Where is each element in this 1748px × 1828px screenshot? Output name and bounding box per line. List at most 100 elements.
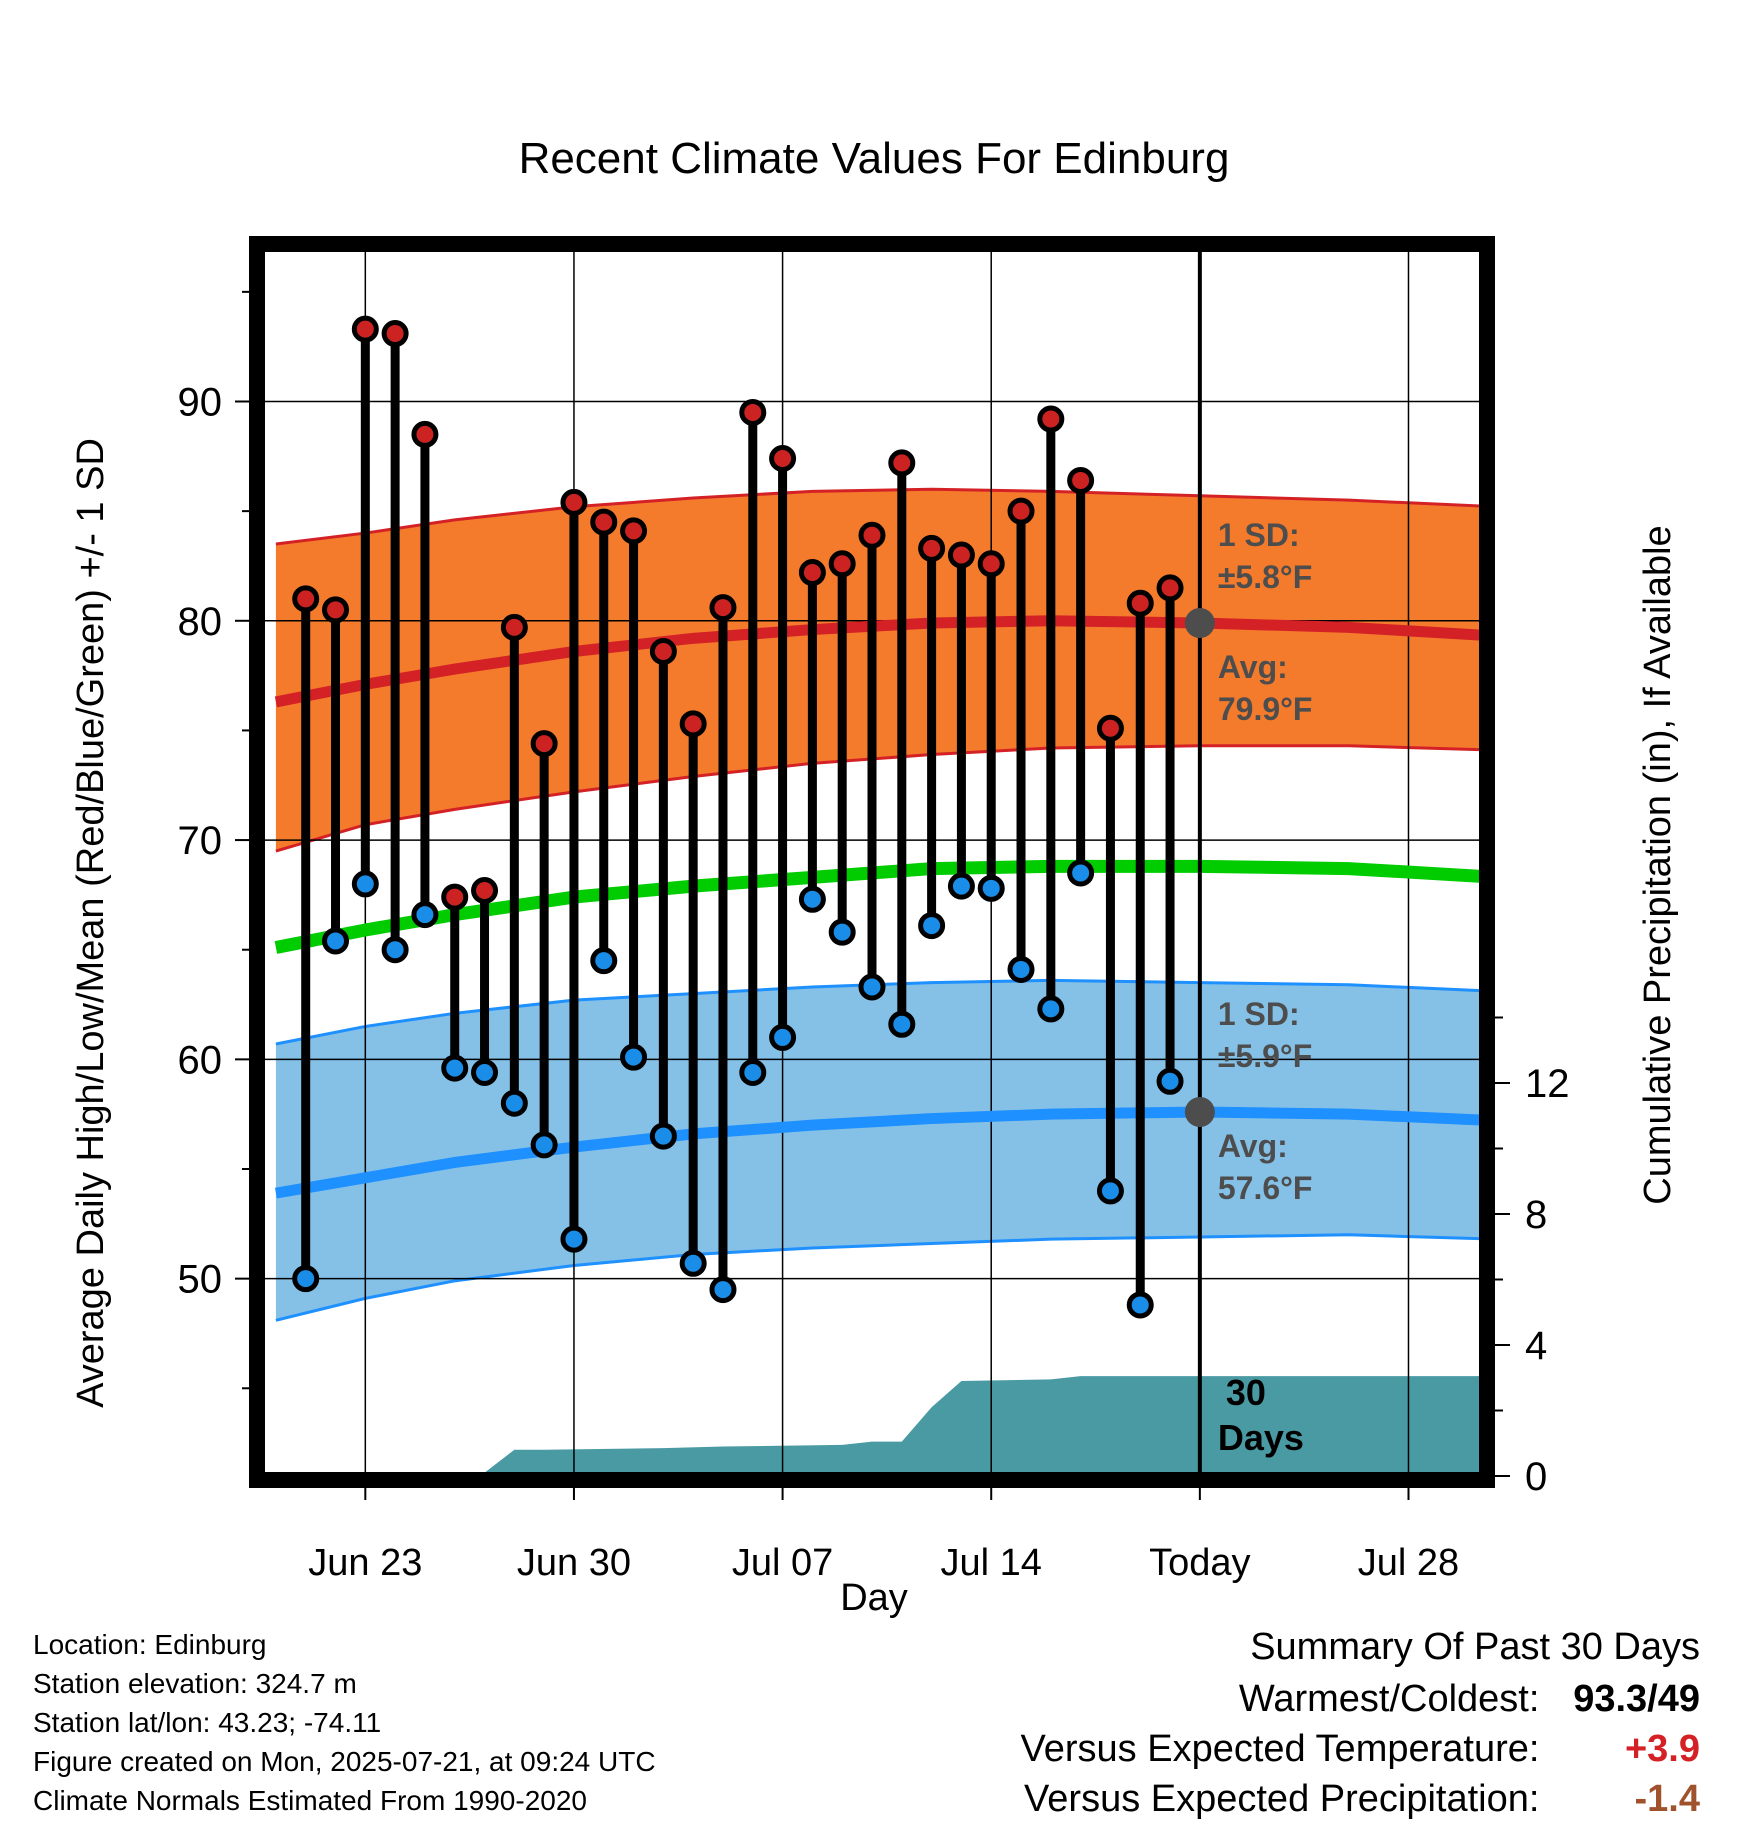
y2-axis-label: Cumulative Precipitation (in), If Availa… (1637, 525, 1679, 1204)
created-text: Figure created on Mon, 2025-07-21, at 09… (33, 1746, 656, 1777)
location-text: Location: Edinburg (33, 1629, 267, 1660)
low-sd-lower-line (275, 1233, 1483, 1322)
low-point (292, 1265, 320, 1293)
high-sd-label: 1 SD: (1218, 517, 1300, 553)
high-point (947, 541, 975, 569)
y-tick-label: 70 (178, 819, 223, 863)
low-point (888, 1010, 916, 1038)
y2-tick-label: 12 (1525, 1062, 1570, 1106)
precip-value: -1.4 (1634, 1778, 1700, 1820)
high-point (560, 488, 588, 516)
low-point (679, 1249, 707, 1277)
today-high-avg-marker (1184, 607, 1215, 638)
low-point (1007, 955, 1035, 983)
days-number-label: 30 (1226, 1372, 1266, 1413)
high-point (798, 559, 826, 587)
high-point (441, 883, 469, 911)
y2-tick-label: 0 (1525, 1455, 1547, 1499)
low-point (441, 1054, 469, 1082)
high-sd-value: ±5.8°F (1218, 559, 1312, 595)
low-point (798, 885, 826, 913)
temp-label: Versus Expected Temperature: (1020, 1728, 1540, 1770)
high-point (471, 877, 499, 905)
low-point (918, 912, 946, 940)
climate-chart: Recent Climate Values For Edinburg 1 SD:… (70, 134, 1679, 1619)
high-point (1096, 714, 1124, 742)
y2-tick-label: 4 (1525, 1324, 1547, 1368)
y-tick-label: 80 (178, 600, 223, 644)
low-point (739, 1059, 767, 1087)
high-point (709, 594, 737, 622)
low-sd-label: 1 SD: (1218, 996, 1300, 1032)
low-point (351, 870, 379, 898)
low-point (709, 1276, 737, 1304)
high-point (322, 596, 350, 624)
temp-value: +3.9 (1624, 1728, 1700, 1770)
x-tick-label: Jul 28 (1358, 1542, 1459, 1584)
high-point (977, 550, 1005, 578)
high-point (1067, 466, 1095, 494)
plot-frame (249, 236, 1495, 1488)
high-point (530, 730, 558, 758)
high-point (739, 398, 767, 426)
normals-text: Climate Normals Estimated From 1990-2020 (33, 1785, 587, 1816)
low-point (560, 1225, 588, 1253)
high-point (500, 613, 528, 641)
high-avg-value: 79.9°F (1218, 691, 1313, 727)
temp-row: Versus Expected Temperature: +3.9 (1021, 1724, 1700, 1774)
normal-low-line (274, 1106, 1483, 1199)
low-point (1067, 859, 1095, 887)
low-point (1096, 1177, 1124, 1205)
low-sd-value: ±5.9°F (1218, 1038, 1312, 1074)
high-point (1037, 405, 1065, 433)
high-point (769, 445, 797, 473)
low-point (769, 1023, 797, 1051)
latlon-text: Station lat/lon: 43.23; -74.11 (33, 1707, 382, 1738)
summary-title: Summary Of Past 30 Days (1250, 1626, 1700, 1668)
warmest-row: Warmest/Coldest: 93.3/49 (1021, 1674, 1700, 1724)
high-point (292, 585, 320, 613)
low-point (858, 973, 886, 1001)
low-point (947, 872, 975, 900)
high-avg-label: Avg: (1218, 649, 1288, 685)
elevation-text: Station elevation: 324.7 m (33, 1668, 357, 1699)
x-tick-label: Today (1149, 1542, 1250, 1584)
x-tick-label: Jun 23 (308, 1542, 422, 1584)
y-tick-label: 50 (178, 1258, 223, 1302)
high-point (381, 320, 409, 348)
low-point (1126, 1291, 1154, 1319)
high-point (828, 550, 856, 578)
low-avg-label: Avg: (1218, 1128, 1288, 1164)
station-info: Location: Edinburg Station elevation: 32… (33, 1625, 656, 1820)
low-point (1037, 995, 1065, 1023)
y2-tick-label: 8 (1525, 1193, 1547, 1237)
low-point (590, 947, 618, 975)
low-point (381, 936, 409, 964)
x-axis-label: Day (840, 1577, 908, 1619)
today-low-avg-marker (1184, 1096, 1215, 1127)
plot-area: 1 SD: ±5.8°F Avg: 79.9°F 1 SD: ±5.9°F Avg: 57.6… (178, 236, 1570, 1584)
high-point (679, 710, 707, 738)
high-point (590, 508, 618, 536)
y-tick-label: 90 (178, 381, 223, 425)
chart-title: Recent Climate Values For Edinburg (519, 134, 1230, 183)
low-point (620, 1043, 648, 1071)
x-tick-label: Jul 14 (941, 1542, 1042, 1584)
low-point (500, 1089, 528, 1117)
warmest-label: Warmest/Coldest: (1238, 1678, 1540, 1720)
low-point (649, 1122, 677, 1150)
y-axis-label: Average Daily High/Low/Mean (Red/Blue/Gr… (70, 438, 112, 1408)
high-point (1126, 589, 1154, 617)
high-point (351, 315, 379, 343)
warmest-value: 93.3/49 (1573, 1678, 1700, 1720)
precip-label: Versus Expected Precipitation: (1024, 1778, 1540, 1820)
days-word-label: Days (1218, 1417, 1304, 1458)
high-point (620, 517, 648, 545)
plot-clipped (261, 248, 1483, 1476)
low-point (977, 874, 1005, 902)
high-point (918, 534, 946, 562)
low-point (828, 918, 856, 946)
high-point (1156, 574, 1184, 602)
x-tick-label: Jul 07 (732, 1542, 833, 1584)
precip-area (275, 1376, 1483, 1476)
